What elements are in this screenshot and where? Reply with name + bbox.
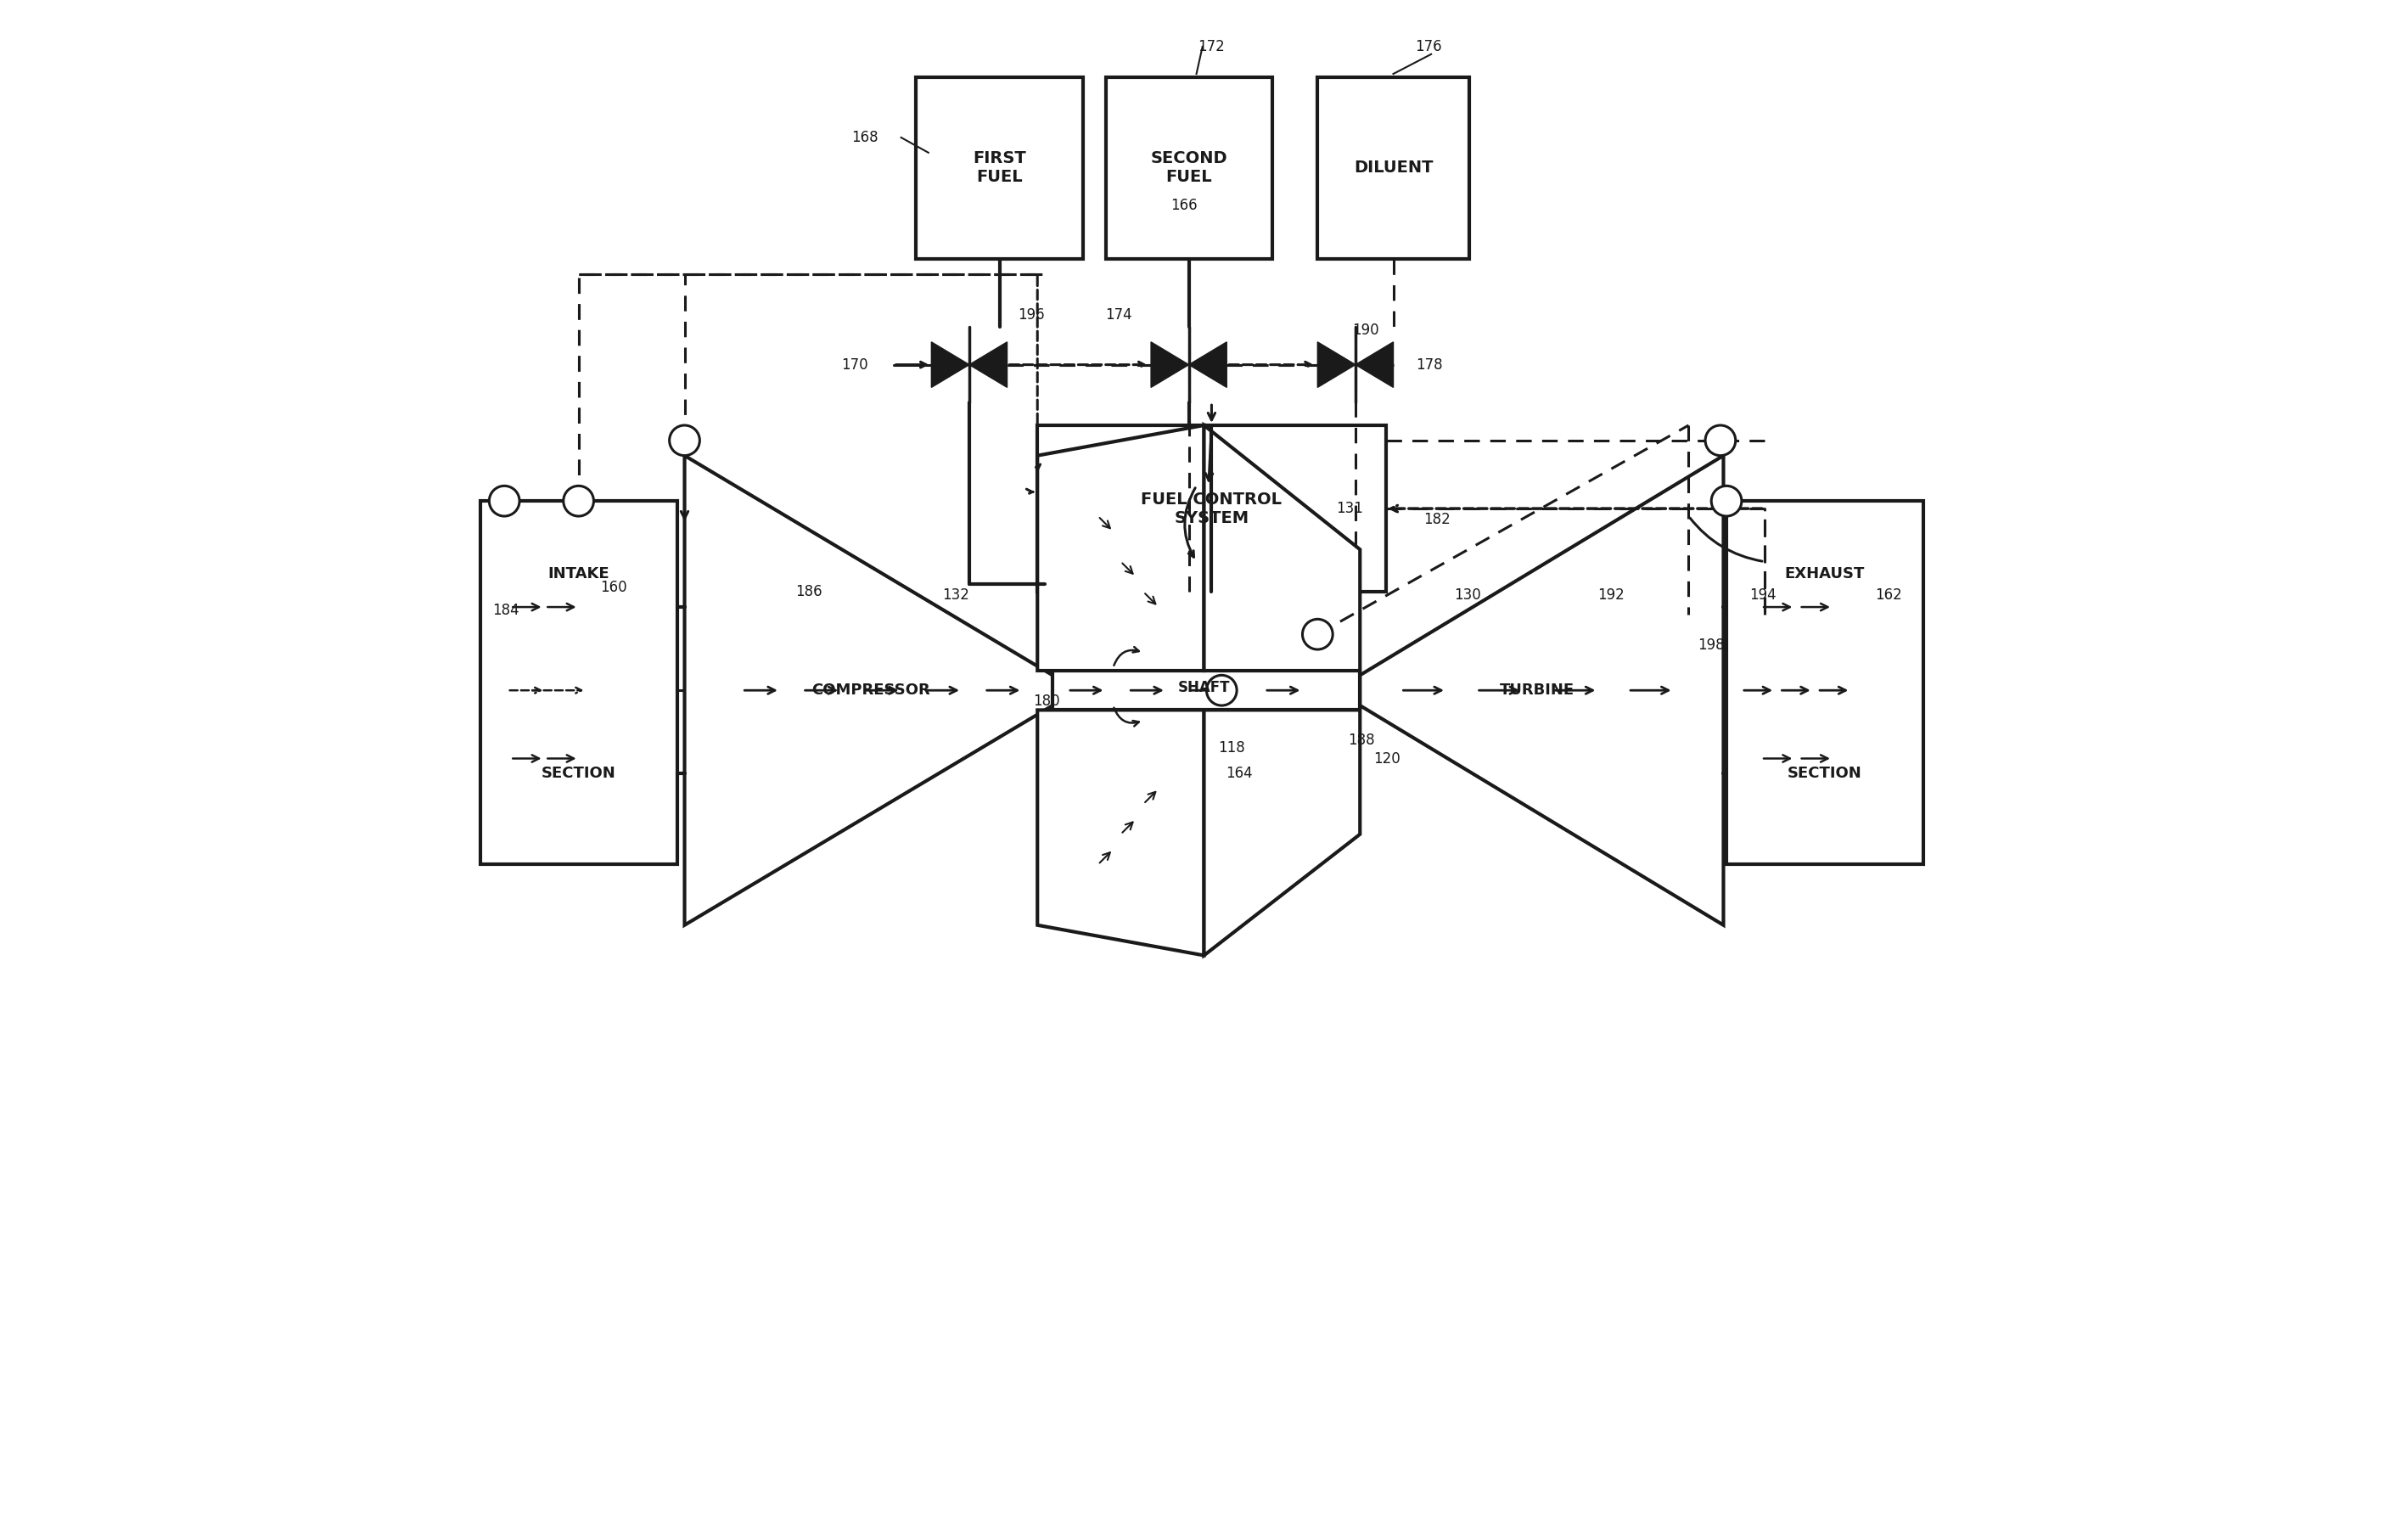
Bar [1727, 501, 1924, 865]
Circle shape [1705, 425, 1736, 455]
Text: FUEL CONTROL
SYSTEM: FUEL CONTROL SYSTEM [1141, 492, 1281, 526]
Text: 132: 132 [942, 587, 970, 602]
Text: 178: 178 [1416, 356, 1442, 372]
Text: 198: 198 [1698, 637, 1724, 652]
Text: DILUENT: DILUENT [1353, 159, 1433, 176]
Text: EXHAUST: EXHAUST [1784, 566, 1864, 581]
Bar [1038, 425, 1385, 592]
Bar [1105, 77, 1271, 259]
Polygon shape [1317, 341, 1356, 387]
Text: SECTION: SECTION [1787, 766, 1861, 781]
Text: SECOND
FUEL: SECOND FUEL [1151, 150, 1228, 185]
Text: COMPRESSOR: COMPRESSOR [811, 683, 929, 698]
Text: 192: 192 [1599, 587, 1625, 602]
Bar [1052, 671, 1361, 710]
Text: 184: 184 [491, 602, 520, 617]
Text: 188: 188 [1348, 733, 1375, 748]
Text: SECTION: SECTION [542, 766, 616, 781]
Polygon shape [1356, 341, 1394, 387]
Polygon shape [1151, 341, 1190, 387]
Polygon shape [684, 455, 1052, 925]
Text: 196: 196 [1019, 306, 1045, 322]
Text: SHAFT: SHAFT [1178, 680, 1230, 695]
Polygon shape [1038, 710, 1204, 956]
Polygon shape [1038, 425, 1204, 671]
Polygon shape [970, 341, 1007, 387]
Text: 170: 170 [840, 356, 867, 372]
Text: 168: 168 [852, 130, 879, 146]
Circle shape [563, 485, 595, 516]
Text: FIRST
FUEL: FIRST FUEL [973, 150, 1026, 185]
Text: 162: 162 [1876, 587, 1902, 602]
Text: 174: 174 [1105, 306, 1132, 322]
Text: 172: 172 [1199, 39, 1226, 55]
Text: 180: 180 [1033, 693, 1060, 708]
Circle shape [1206, 675, 1238, 705]
Text: 131: 131 [1336, 501, 1363, 516]
Text: 190: 190 [1353, 322, 1380, 337]
Text: INTAKE: INTAKE [547, 566, 609, 581]
Text: TURBINE: TURBINE [1500, 683, 1575, 698]
Text: 120: 120 [1373, 751, 1401, 766]
Circle shape [489, 485, 520, 516]
Circle shape [669, 425, 701, 455]
Polygon shape [1361, 455, 1724, 925]
Text: 166: 166 [1170, 199, 1197, 214]
Text: 194: 194 [1748, 587, 1777, 602]
Text: 118: 118 [1218, 740, 1245, 755]
Polygon shape [932, 341, 970, 387]
Circle shape [1712, 485, 1741, 516]
Text: 186: 186 [795, 584, 824, 599]
Bar [1317, 77, 1469, 259]
Text: 164: 164 [1226, 766, 1252, 781]
Bar [479, 501, 677, 865]
Polygon shape [1204, 710, 1361, 956]
Polygon shape [1190, 341, 1226, 387]
Text: 160: 160 [600, 579, 626, 595]
Text: 182: 182 [1423, 511, 1450, 526]
Text: 130: 130 [1454, 587, 1481, 602]
Polygon shape [1204, 425, 1361, 671]
Circle shape [1303, 619, 1332, 649]
Text: 176: 176 [1416, 39, 1442, 55]
Bar [917, 77, 1084, 259]
